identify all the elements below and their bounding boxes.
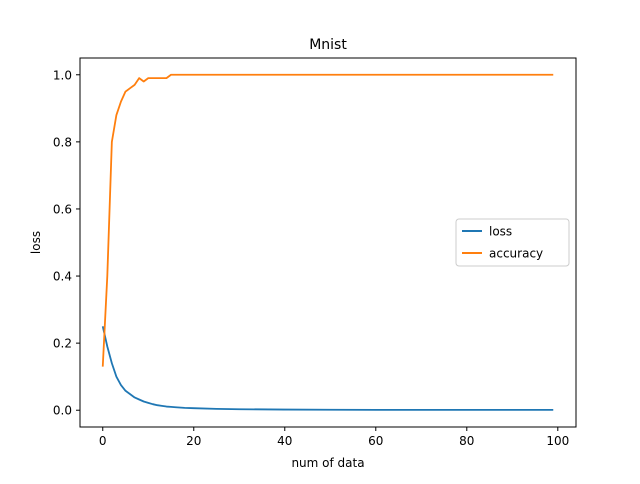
x-tick-label: 80 — [459, 434, 474, 448]
y-tick-label: 1.0 — [53, 68, 72, 82]
series-line-accuracy — [101, 73, 554, 367]
x-tick-label: 40 — [277, 434, 292, 448]
x-tick-label: 60 — [368, 434, 383, 448]
x-tick-label: 100 — [546, 434, 569, 448]
x-tick-label: 0 — [99, 434, 107, 448]
y-tick-label: 0.6 — [53, 202, 72, 216]
y-tick-label: 0.8 — [53, 135, 72, 149]
y-tick-label: 0.0 — [53, 404, 72, 418]
legend-label-accuracy: accuracy — [489, 247, 543, 261]
chart-title: Mnist — [309, 37, 347, 53]
legend: loss accuracy — [455, 218, 570, 267]
x-axis-ticks: 0 20 40 60 80 100 — [99, 427, 569, 448]
series-layer — [101, 73, 554, 411]
y-tick-label: 0.4 — [53, 270, 72, 284]
series-line-loss — [101, 326, 554, 411]
legend-box — [455, 218, 570, 267]
legend-label-loss: loss — [489, 225, 512, 239]
y-axis-ticks: 0.0 0.2 0.4 0.6 0.8 1.0 — [53, 68, 80, 418]
y-tick-label: 0.2 — [53, 337, 72, 351]
axes-frame — [79, 57, 577, 428]
x-axis-label: num of data — [291, 456, 364, 470]
y-axis-label: loss — [29, 231, 43, 254]
x-tick-label: 20 — [186, 434, 201, 448]
